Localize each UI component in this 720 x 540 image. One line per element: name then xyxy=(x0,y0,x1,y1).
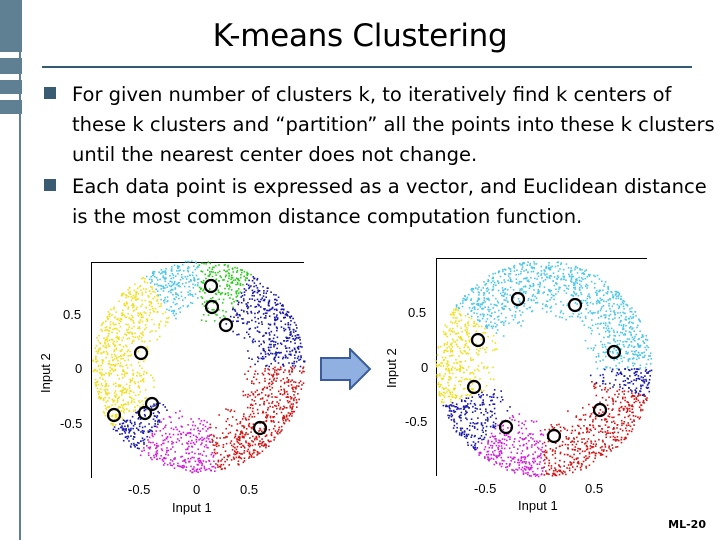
right-ytick: 0.5 xyxy=(408,305,427,320)
cluster-center-marker xyxy=(466,379,482,395)
left-decor-block xyxy=(0,58,22,74)
cluster-center-marker xyxy=(204,299,220,315)
left-decor-block xyxy=(0,100,22,114)
cluster-center-marker xyxy=(567,297,583,313)
left-ytick: 0.5 xyxy=(63,307,82,322)
right-xtick: -0.5 xyxy=(474,481,497,496)
left-plot-frame xyxy=(91,262,304,478)
left-decor-line xyxy=(19,0,21,540)
cluster-center-marker xyxy=(106,407,122,423)
left-ytick: 0 xyxy=(75,361,83,376)
bullet-text: Each data point is expressed as a vector… xyxy=(72,175,707,228)
right-xtick: 0.5 xyxy=(585,481,604,496)
slide-number: ML-20 xyxy=(668,518,706,531)
cluster-center-marker xyxy=(470,332,486,348)
left-decor-block xyxy=(0,80,22,94)
cluster-center-marker xyxy=(498,419,514,435)
cluster-center-marker xyxy=(252,420,268,436)
bullet-square-icon xyxy=(44,87,56,99)
left-decor-strip xyxy=(0,0,22,540)
cluster-center-marker xyxy=(510,291,526,307)
cluster-center-marker xyxy=(133,345,149,361)
bullet-square-icon xyxy=(44,179,56,191)
cluster-center-marker xyxy=(137,405,153,421)
bullet-text: For given number of clusters k, to itera… xyxy=(72,83,715,166)
right-arrow-icon xyxy=(320,348,372,390)
cluster-center-marker xyxy=(592,402,608,418)
left-xtick: -0.5 xyxy=(128,482,151,497)
right-ytick: -0.5 xyxy=(405,414,428,429)
cluster-center-marker xyxy=(218,317,234,333)
left-ytick: -0.5 xyxy=(60,416,83,431)
cluster-center-marker xyxy=(606,344,622,360)
title-underline xyxy=(42,66,692,68)
right-xaxis-label: Input 1 xyxy=(518,498,558,513)
left-xtick: 0.5 xyxy=(240,482,259,497)
left-decor-block xyxy=(0,0,22,52)
cluster-center-marker xyxy=(203,278,219,294)
right-ytick: 0 xyxy=(421,360,429,375)
cluster-center-marker xyxy=(546,428,562,444)
slide-title: K-means Clustering xyxy=(212,18,508,54)
right-xtick: 0 xyxy=(539,481,547,496)
right-yaxis-label: Input 2 xyxy=(384,348,399,388)
cluster-center-marker xyxy=(144,396,160,412)
left-xtick: 0 xyxy=(193,482,201,497)
left-xaxis-label: Input 1 xyxy=(172,500,212,515)
